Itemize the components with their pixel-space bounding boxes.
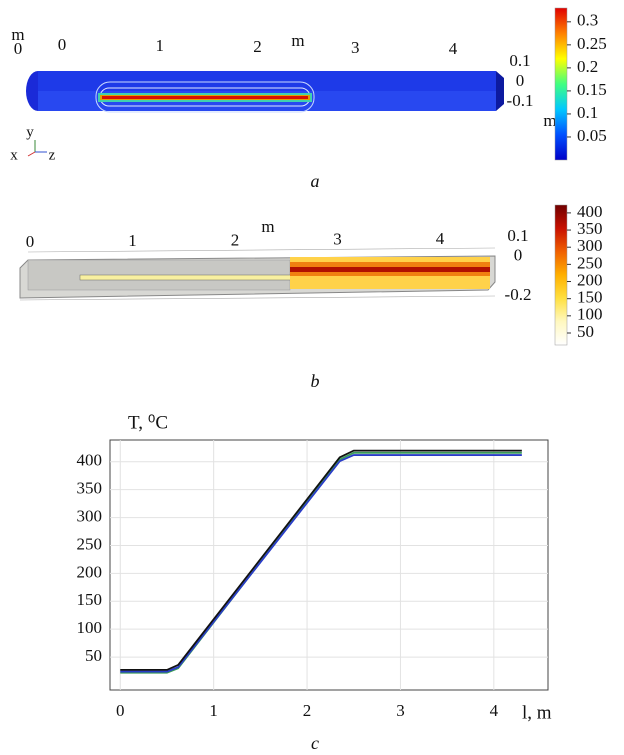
colorbar-tick-label: 0.3: [577, 11, 598, 30]
x-tick-label: 0: [58, 35, 67, 54]
x-tick-label: 3: [333, 230, 342, 249]
panel-a-render: [26, 71, 504, 156]
colorbar-tick-label: 350: [577, 219, 603, 238]
y-tick-label: 0.1: [507, 226, 528, 245]
x-tick-label: 1: [209, 701, 218, 720]
colorbar-tick-label: 250: [577, 253, 603, 272]
panel-b-render: [20, 248, 495, 300]
figure: 012340.10-0.1mmm0yxz0.30.250.20.150.10.0…: [0, 0, 624, 755]
x-tick-label: 2: [303, 701, 312, 720]
triad-label: z: [49, 147, 56, 163]
y-tick-label: 200: [77, 562, 103, 581]
colorbar-tick-label: 200: [577, 270, 603, 289]
x-tick-label: 0: [26, 232, 35, 251]
y-tick-label: 0.1: [509, 51, 530, 70]
x-tick-label: 3: [351, 38, 360, 57]
unit-label: m: [543, 111, 556, 130]
x-tick-label: 0: [116, 701, 125, 720]
triad-label: x: [10, 147, 18, 163]
panel-caption: c: [311, 733, 319, 753]
colorbar-tick-label: 0.2: [577, 57, 598, 76]
corner-tick-label: 0: [14, 39, 23, 58]
colorbar-tick-label: 300: [577, 236, 603, 255]
x-tick-label: 4: [490, 701, 499, 720]
line-series: [120, 455, 522, 672]
colorbar-tick-label: 150: [577, 288, 603, 307]
colorbar-tick-label: 400: [577, 202, 603, 221]
y-tick-label: 400: [77, 451, 103, 470]
x-axis-label: l, m: [522, 702, 552, 723]
panel-caption: b: [311, 371, 320, 391]
y-axis-label: T, ⁰C: [128, 412, 168, 433]
x-tick-label: 3: [396, 701, 405, 720]
x-tick-label: 1: [156, 36, 165, 55]
x-tick-label: 2: [231, 230, 240, 249]
y-tick-label: 0: [516, 71, 525, 90]
y-tick-label: -0.1: [507, 91, 534, 110]
colorbar-tick-label: 0.05: [577, 126, 607, 145]
plot-frame: [110, 440, 548, 690]
x-tick-label: 2: [253, 37, 262, 56]
x-tick-label: 4: [449, 39, 458, 58]
y-tick-label: 250: [77, 534, 103, 553]
y-tick-label: 300: [77, 506, 103, 525]
x-tick-label: 1: [128, 231, 137, 250]
panel-caption: a: [311, 171, 320, 191]
y-tick-label: 150: [77, 590, 103, 609]
colorbar-tick-label: 0.25: [577, 34, 607, 53]
colorbar-tick-label: 0.1: [577, 103, 598, 122]
triad-label: y: [26, 124, 34, 140]
unit-label: m: [261, 217, 274, 236]
colorbar-tick-label: 50: [577, 322, 594, 341]
unit-label: m: [291, 31, 304, 50]
y-tick-label: -0.2: [505, 285, 532, 304]
colorbar-tick-label: 0.15: [577, 80, 607, 99]
colorbar: [555, 205, 567, 345]
colorbar-tick-label: 100: [577, 305, 603, 324]
y-tick-label: 350: [77, 479, 103, 498]
y-tick-label: 0: [514, 246, 523, 265]
x-tick-label: 4: [436, 229, 445, 248]
y-tick-label: 50: [85, 646, 102, 665]
colorbar: [555, 8, 567, 160]
y-tick-label: 100: [77, 618, 103, 637]
